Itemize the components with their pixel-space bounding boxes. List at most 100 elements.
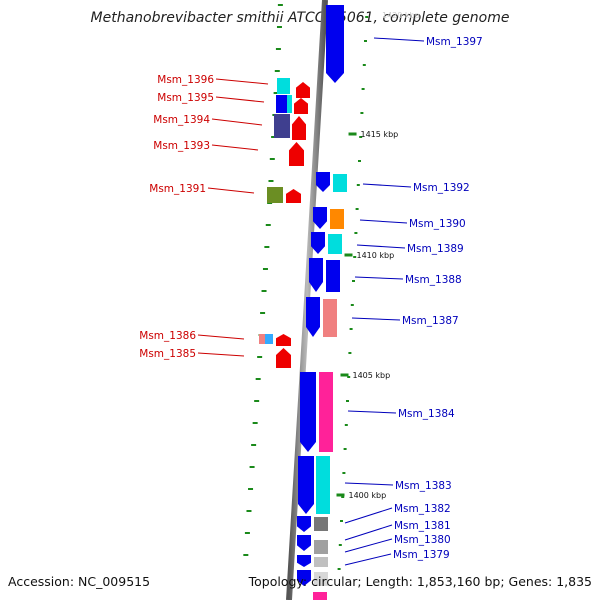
gene-msm-1391 <box>286 189 301 203</box>
tick-label: 1415 kbp <box>361 130 399 139</box>
topology-text: Topology: circular; Length: 1,853,160 bp… <box>248 574 592 589</box>
right-gene-label: Msm_1392 <box>413 182 470 194</box>
feature-msm-1386 <box>259 334 265 344</box>
gene-msm-1382 <box>297 516 311 532</box>
minor-tick <box>265 224 271 226</box>
gene-msm-1394 <box>292 116 306 140</box>
minor-tick <box>249 466 255 468</box>
minor-tick <box>264 246 270 248</box>
gene-msm-1386 <box>276 334 291 346</box>
minor-tick <box>246 510 252 512</box>
minor-tick <box>348 352 352 354</box>
minor-tick <box>358 160 361 162</box>
right-label-leader <box>373 37 425 42</box>
gene-msm-1384 <box>300 372 316 452</box>
minor-tick-marks <box>243 4 369 570</box>
major-tick <box>336 493 345 497</box>
right-label-leader <box>359 219 408 224</box>
right-gene-label: Msm_1380 <box>394 534 451 546</box>
left-gene-label: Msm_1395 <box>157 92 214 104</box>
gene-features <box>259 5 347 600</box>
right-gene-labels: Msm_1397 Msm_1392 Msm_1390 Msm_1389 Msm_1388… <box>344 36 483 566</box>
right-gene-label: Msm_1388 <box>405 274 462 286</box>
minor-tick <box>343 448 347 450</box>
right-gene-label: Msm_1379 <box>393 549 450 561</box>
left-gene-labels: Msm_1396 Msm_1395 Msm_1394 Msm_1393 Msm_1391… <box>139 74 269 360</box>
right-gene-label: Msm_1382 <box>394 503 451 515</box>
minor-tick <box>354 232 358 234</box>
minor-tick <box>243 554 249 556</box>
left-gene-label: Msm_1396 <box>157 74 214 86</box>
right-label-leader <box>344 553 392 566</box>
minor-tick <box>268 180 274 182</box>
feature-bottom <box>313 592 327 600</box>
right-label-leader <box>344 538 393 553</box>
tick-label: 1400 kbp <box>349 491 387 500</box>
minor-tick <box>350 304 354 306</box>
feature-msm-1382 <box>314 517 328 531</box>
minor-tick <box>275 48 281 50</box>
minor-tick <box>344 424 348 426</box>
right-gene-label: Msm_1390 <box>409 218 466 230</box>
left-label-leader <box>211 144 259 151</box>
minor-tick <box>277 4 283 6</box>
right-gene-label: Msm_1397 <box>426 36 483 48</box>
minor-tick <box>248 488 254 490</box>
minor-tick <box>355 208 359 210</box>
tick-label-faded: 1420 kbp <box>382 11 420 20</box>
right-gene-label: Msm_1384 <box>398 408 455 420</box>
feature-msm-1383 <box>316 456 330 514</box>
minor-tick <box>271 136 277 138</box>
gene-msm-1385 <box>276 348 291 368</box>
minor-tick <box>338 544 342 546</box>
minor-tick <box>260 312 266 314</box>
left-label-leader <box>197 334 245 340</box>
right-gene-label: Msm_1389 <box>407 243 464 255</box>
minor-tick <box>361 88 365 90</box>
feature-msm-1388 <box>326 260 340 292</box>
minor-tick <box>276 26 282 28</box>
right-label-leader <box>344 482 394 486</box>
feature-msm-1394 <box>274 114 290 138</box>
map-title: Methanobrevibacter smithii ATCC 35061, c… <box>90 10 510 26</box>
feature-msm-1387 <box>323 299 337 337</box>
feature-msm-1380 <box>314 557 328 567</box>
right-label-leader <box>344 507 393 524</box>
minor-tick <box>352 280 355 282</box>
accession-text: Accession: NC_009515 <box>8 574 151 589</box>
minor-tick <box>360 112 364 114</box>
feature-msm-1395b <box>287 95 292 113</box>
feature-msm-1381 <box>314 540 328 554</box>
major-ticks: 1415 kbp 1410 kbp 1405 kbp 1400 kbp <box>336 130 399 500</box>
right-gene-label: Msm_1387 <box>402 315 459 327</box>
minor-tick <box>273 92 279 94</box>
minor-tick <box>269 158 275 160</box>
minor-tick <box>340 520 343 522</box>
right-label-leader <box>347 410 397 414</box>
left-gene-label: Msm_1394 <box>153 114 210 126</box>
right-gene-label: Msm_1381 <box>394 520 451 532</box>
minor-tick <box>341 496 345 498</box>
right-label-leader <box>344 524 393 541</box>
feature-msm-1389 <box>328 234 342 254</box>
feature-msm-1379 <box>314 572 328 586</box>
gene-msm-1380 <box>297 555 311 567</box>
tick-label: 1410 kbp <box>357 251 395 260</box>
gene-msm-1395 <box>294 98 308 114</box>
minor-tick <box>342 472 346 474</box>
feature-msm-1384 <box>319 372 333 452</box>
minor-tick <box>251 444 257 446</box>
feature-msm-1386b <box>265 334 273 344</box>
minor-tick <box>255 378 261 380</box>
gene-msm-1396 <box>296 82 310 98</box>
right-label-leader <box>356 244 406 249</box>
minor-tick <box>261 290 267 292</box>
minor-tick <box>356 184 360 186</box>
left-label-leader <box>207 187 255 194</box>
feature-msm-1396 <box>277 78 290 94</box>
minor-tick <box>347 376 351 378</box>
minor-tick <box>353 256 357 258</box>
left-label-leader <box>215 96 265 103</box>
